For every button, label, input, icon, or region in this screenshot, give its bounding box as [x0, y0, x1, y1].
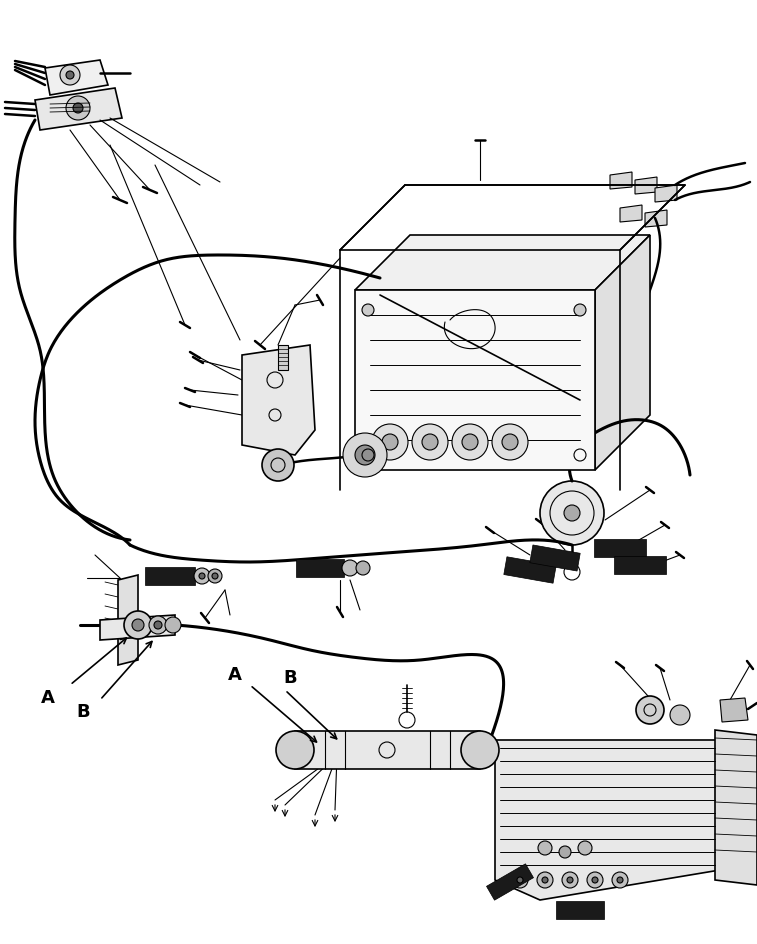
- Polygon shape: [100, 615, 175, 640]
- Circle shape: [342, 560, 358, 576]
- Polygon shape: [355, 290, 595, 470]
- Polygon shape: [715, 730, 757, 885]
- Polygon shape: [530, 545, 580, 571]
- Circle shape: [154, 621, 162, 629]
- Circle shape: [578, 841, 592, 855]
- Polygon shape: [296, 559, 344, 577]
- Circle shape: [212, 573, 218, 579]
- Polygon shape: [556, 901, 604, 919]
- Polygon shape: [620, 205, 642, 222]
- Polygon shape: [242, 345, 315, 455]
- Circle shape: [462, 434, 478, 450]
- Circle shape: [262, 449, 294, 481]
- Circle shape: [564, 505, 580, 521]
- Circle shape: [355, 445, 375, 465]
- Circle shape: [574, 304, 586, 316]
- Text: A: A: [228, 666, 242, 684]
- Circle shape: [537, 872, 553, 888]
- Circle shape: [124, 611, 152, 639]
- Bar: [295, 731, 480, 769]
- Circle shape: [73, 103, 83, 113]
- Polygon shape: [145, 567, 195, 585]
- Circle shape: [512, 872, 528, 888]
- Circle shape: [149, 616, 167, 634]
- Circle shape: [587, 872, 603, 888]
- Polygon shape: [720, 698, 748, 722]
- Circle shape: [670, 705, 690, 725]
- Circle shape: [343, 433, 387, 477]
- Circle shape: [461, 731, 499, 769]
- Circle shape: [372, 424, 408, 460]
- Polygon shape: [610, 172, 632, 189]
- Circle shape: [66, 71, 74, 79]
- Text: A: A: [41, 689, 55, 707]
- Circle shape: [132, 619, 144, 631]
- Circle shape: [356, 561, 370, 575]
- Circle shape: [542, 877, 548, 883]
- Polygon shape: [495, 740, 720, 900]
- Circle shape: [592, 877, 598, 883]
- Polygon shape: [614, 556, 666, 574]
- Bar: [278, 345, 288, 370]
- Circle shape: [194, 568, 210, 584]
- Circle shape: [66, 96, 90, 120]
- Polygon shape: [595, 235, 650, 470]
- Polygon shape: [118, 575, 138, 665]
- Polygon shape: [635, 177, 657, 194]
- Polygon shape: [355, 235, 650, 290]
- Polygon shape: [487, 864, 534, 901]
- Circle shape: [559, 846, 571, 858]
- Circle shape: [382, 434, 398, 450]
- Polygon shape: [504, 557, 556, 583]
- Polygon shape: [645, 210, 667, 227]
- Circle shape: [362, 304, 374, 316]
- Polygon shape: [45, 60, 108, 95]
- Circle shape: [276, 731, 314, 769]
- Polygon shape: [655, 185, 677, 202]
- Text: B: B: [76, 703, 90, 721]
- Circle shape: [617, 877, 623, 883]
- Circle shape: [60, 65, 80, 85]
- Circle shape: [502, 434, 518, 450]
- Circle shape: [612, 872, 628, 888]
- Polygon shape: [35, 88, 122, 130]
- Circle shape: [517, 877, 523, 883]
- Circle shape: [538, 841, 552, 855]
- Circle shape: [636, 696, 664, 724]
- Circle shape: [540, 481, 604, 545]
- Circle shape: [567, 877, 573, 883]
- Polygon shape: [594, 539, 646, 557]
- Text: B: B: [283, 669, 297, 687]
- Circle shape: [562, 872, 578, 888]
- Circle shape: [208, 569, 222, 583]
- Circle shape: [412, 424, 448, 460]
- Circle shape: [452, 424, 488, 460]
- Circle shape: [199, 573, 205, 579]
- Circle shape: [422, 434, 438, 450]
- Circle shape: [165, 617, 181, 633]
- Circle shape: [492, 424, 528, 460]
